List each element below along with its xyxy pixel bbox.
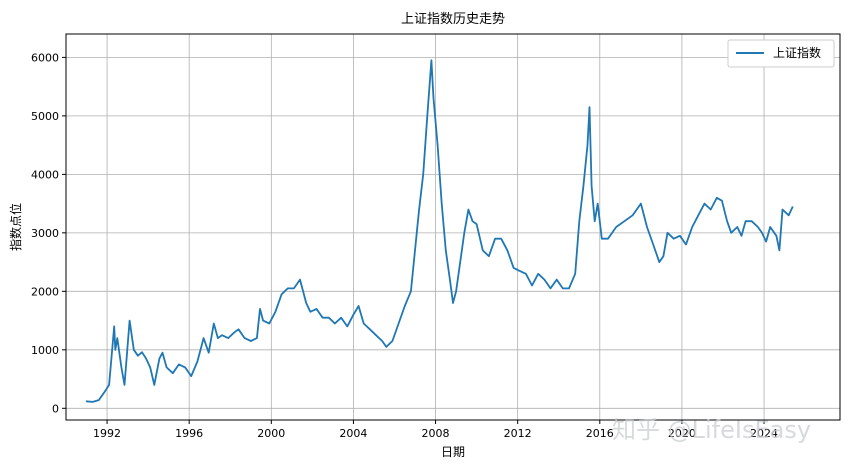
chart-title: 上证指数历史走势 xyxy=(401,11,505,27)
watermark: 知乎 @LifeIsEasy xyxy=(612,416,811,444)
y-tick-label: 2000 xyxy=(31,285,59,298)
x-tick-label: 1996 xyxy=(175,427,203,440)
y-tick-label: 4000 xyxy=(31,168,59,181)
x-tick-label: 2020 xyxy=(668,427,696,440)
series-line xyxy=(85,59,794,403)
x-tick-label: 2004 xyxy=(339,427,367,440)
legend: 上证指数 xyxy=(727,39,835,68)
plot-frame xyxy=(65,33,841,421)
x-axis-label: 日期 xyxy=(441,445,465,459)
y-tick-label: 1000 xyxy=(31,344,59,357)
x-tick-label: 1992 xyxy=(93,427,121,440)
y-tick-label: 6000 xyxy=(31,51,59,64)
y-tick-label: 0 xyxy=(52,402,59,415)
axis-ticks: 1992 1996 2000 2004 2008 2012 2016 2020 2024 0 100… xyxy=(31,51,778,440)
y-tick-label: 5000 xyxy=(31,110,59,123)
x-tick-label: 2024 xyxy=(750,427,778,440)
x-tick-label: 2008 xyxy=(422,427,450,440)
y-axis-label: 指数点位 xyxy=(8,203,23,251)
x-tick-label: 2000 xyxy=(257,427,285,440)
y-tick-label: 3000 xyxy=(31,227,59,240)
x-tick-label: 2012 xyxy=(504,427,532,440)
legend-box xyxy=(727,39,835,68)
grid-lines xyxy=(66,34,840,420)
x-tick-label: 2016 xyxy=(586,427,614,440)
series-layer xyxy=(85,59,794,403)
legend-label: 上证指数 xyxy=(773,45,821,60)
